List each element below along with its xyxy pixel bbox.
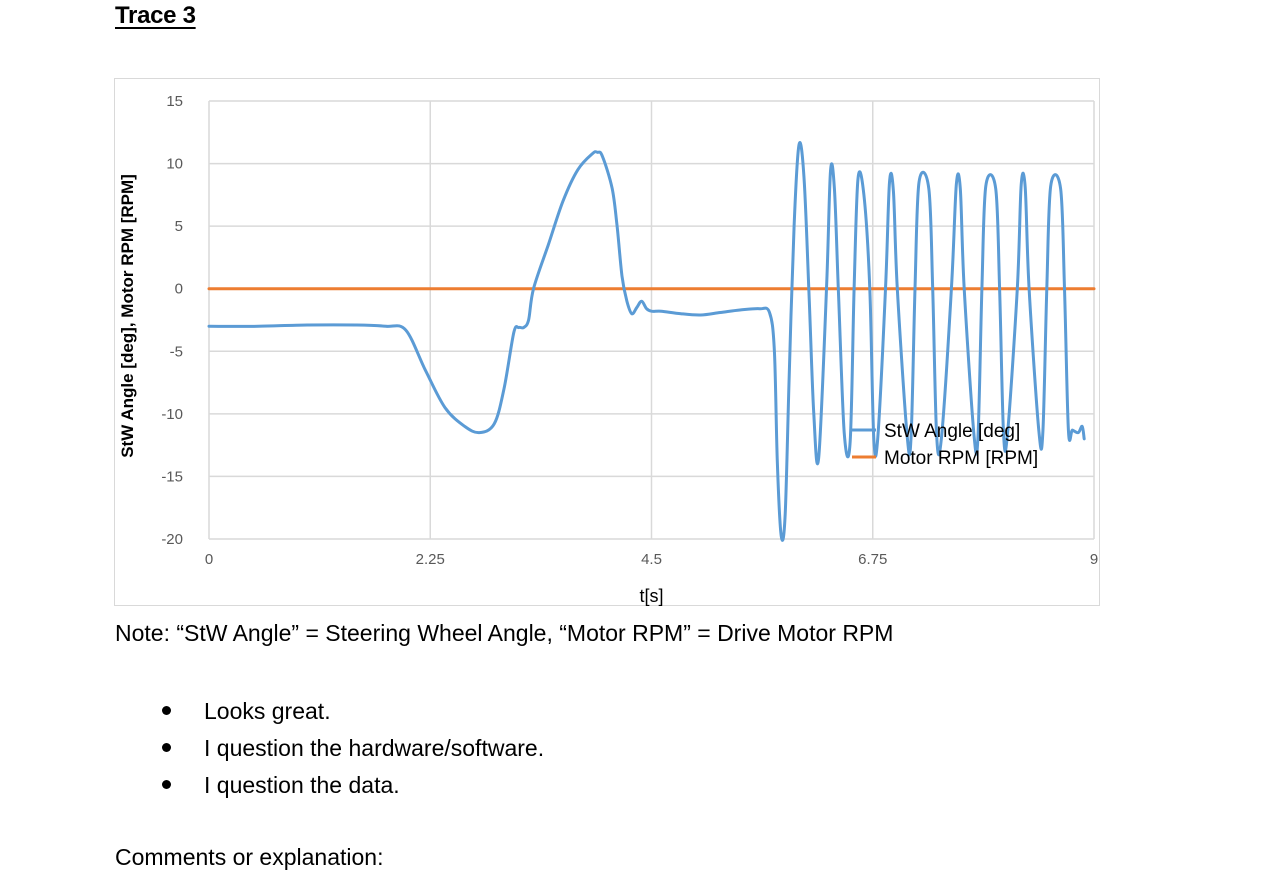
chart-legend: StW Angle [deg] Motor RPM [RPM] (852, 421, 1038, 469)
option-text: I question the hardware/software. (204, 735, 545, 761)
y-tick-label: -5 (170, 343, 183, 360)
x-tick-label: 6.75 (858, 551, 887, 568)
trace-heading: Trace 3 (115, 2, 196, 29)
chart-gridlines (208, 100, 1095, 540)
option-item: I question the hardware/software. (160, 730, 544, 767)
chart-tick-labels: 15 10 5 0 -5 -10 -15 -20 0 2.25 4.5 6.75 9 (161, 93, 1098, 568)
legend-label: StW Angle [deg] (884, 421, 1020, 442)
option-text: Looks great. (204, 698, 331, 724)
comments-label: Comments or explanation: (115, 844, 384, 870)
trace-chart: 15 10 5 0 -5 -10 -15 -20 0 2.25 4.5 6.75 9 t[s] StW … (118, 93, 1098, 606)
x-tick-label: 4.5 (641, 551, 662, 568)
x-tick-label: 9 (1090, 551, 1098, 568)
legend-label: Motor RPM [RPM] (884, 448, 1038, 469)
option-text: I question the data. (204, 772, 400, 798)
y-tick-label: -15 (161, 468, 183, 485)
option-item: Looks great. (160, 693, 544, 730)
bullet-dot (162, 706, 171, 715)
options-list: Looks great. I question the hardware/sof… (160, 693, 544, 804)
x-tick-label: 0 (205, 551, 213, 568)
bullet-dot (162, 743, 171, 752)
option-item: I question the data. (160, 767, 544, 804)
y-axis-title: StW Angle [deg], Motor RPM [RPM] (118, 174, 137, 458)
x-tick-label: 2.25 (416, 551, 445, 568)
y-tick-label: 0 (175, 281, 183, 298)
y-tick-label: -10 (161, 406, 183, 423)
x-axis-title: t[s] (639, 586, 663, 606)
series-line-stw-angle (207, 141, 1086, 542)
y-tick-label: 10 (166, 156, 183, 173)
note-text: Note: “StW Angle” = Steering Wheel Angle… (115, 620, 894, 646)
chart-series (207, 141, 1096, 542)
y-tick-label: 15 (166, 93, 183, 110)
y-tick-label: -20 (161, 531, 183, 548)
y-tick-label: 5 (175, 218, 183, 235)
bullet-dot (162, 780, 171, 789)
